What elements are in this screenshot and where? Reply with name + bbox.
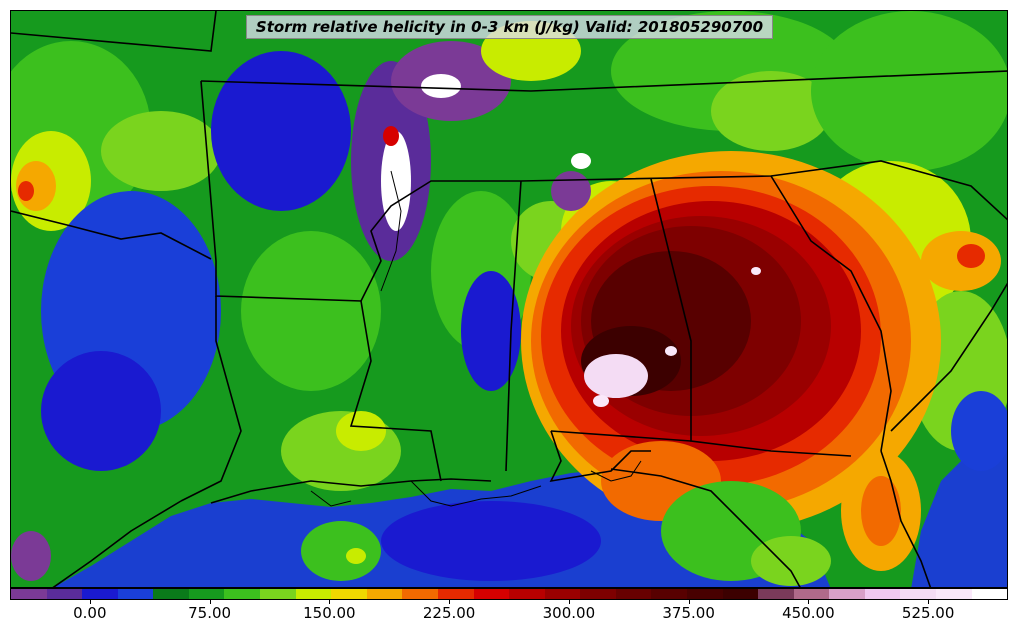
colorbar-segment [936, 589, 972, 599]
colorbar-segment [46, 589, 83, 599]
colorbar-tick-label: 150.00 [303, 604, 356, 622]
colorbar-segment [260, 589, 296, 599]
colorbar-segment [864, 589, 901, 599]
helicity-field-svg [11, 11, 1007, 587]
colorbar-segment [402, 589, 438, 599]
colorbar-segment [117, 589, 154, 599]
colorbar-tick-mark [209, 600, 211, 604]
colorbar-segment [82, 589, 118, 599]
colorbar-tick-mark [928, 600, 930, 604]
colorbar-segment [331, 589, 367, 599]
colorbar-tick-label: 0.00 [73, 604, 107, 622]
colorbar-tick-mark [89, 600, 91, 604]
colorbar-tick-label: 225.00 [422, 604, 476, 622]
colorbar-segment [11, 589, 47, 599]
colorbar-segment [829, 589, 865, 599]
colorbar-tick-label: 375.00 [662, 604, 715, 622]
colorbar-segment [366, 589, 403, 599]
colorbar-segment [509, 589, 545, 599]
colorbar-segment [437, 589, 474, 599]
coastline-details [310, 170, 642, 507]
colorbar-segment [224, 589, 261, 599]
state-boundaries [11, 11, 1007, 587]
colorbar-segment [758, 589, 794, 599]
colorbar-segment [615, 589, 652, 599]
colorbar-segment [153, 589, 189, 599]
field-blobs [11, 11, 1007, 586]
colorbar-tick-mark [688, 600, 690, 604]
colorbar-segment [544, 589, 581, 599]
map-title: Storm relative helicity in 0-3 km (J/kg)… [246, 15, 773, 39]
colorbar-segment [295, 589, 332, 599]
colorbar-segment [473, 589, 510, 599]
colorbar-segment [971, 589, 1008, 599]
helicity-map [10, 10, 1008, 588]
colorbar [10, 588, 1008, 600]
colorbar-tick-mark [449, 600, 451, 604]
colorbar-segment [580, 589, 616, 599]
colorbar-segment [686, 589, 723, 599]
colorbar-tick-mark [808, 600, 810, 604]
colorbar-segment [722, 589, 759, 599]
colorbar-tick-mark [568, 600, 570, 604]
colorbar-segment [900, 589, 937, 599]
colorbar-tick-label: 300.00 [542, 604, 596, 622]
colorbar-segment [793, 589, 830, 599]
colorbar-ticks: 0.00 75.00 150.00 225.00 300.00 375.00 450.00 5… [10, 600, 1008, 633]
colorbar-tick-mark [329, 600, 331, 604]
colorbar-tick-label: 75.00 [188, 604, 232, 622]
colorbar-segment [188, 589, 225, 599]
colorbar-tick-label: 525.00 [901, 604, 955, 622]
colorbar-segment [651, 589, 687, 599]
colorbar-tick-label: 450.00 [782, 604, 835, 622]
